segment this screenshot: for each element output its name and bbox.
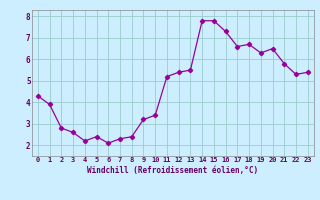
X-axis label: Windchill (Refroidissement éolien,°C): Windchill (Refroidissement éolien,°C) (87, 166, 258, 175)
